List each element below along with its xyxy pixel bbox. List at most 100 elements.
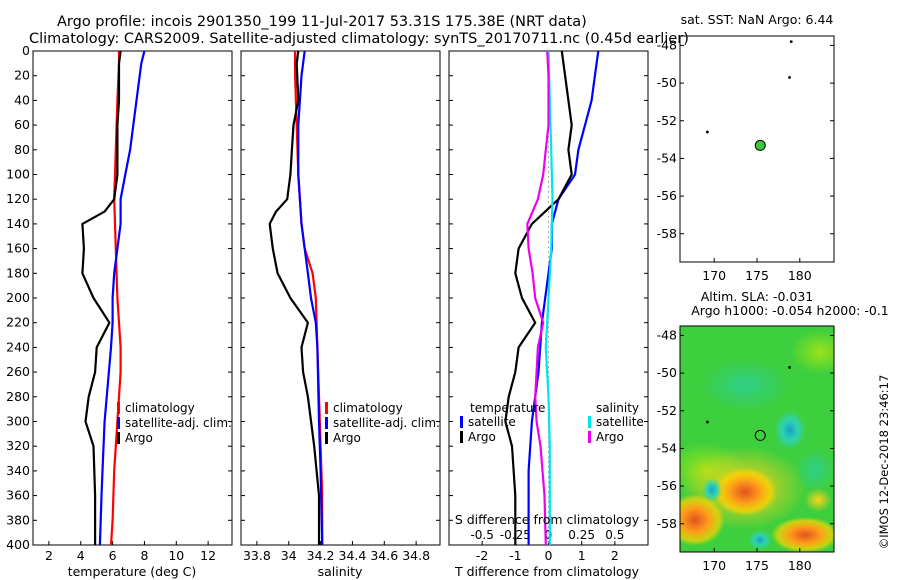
difference-legend-title-salinity: salinity: [596, 401, 639, 415]
temperature-xlabel: temperature (deg C): [68, 564, 197, 579]
salinity-legend-entry: Argo: [333, 431, 361, 445]
difference-secondary-xtick-label: 0: [545, 528, 553, 542]
salinity-legend-entry: climatology: [333, 401, 403, 415]
difference-xtick-label: -1: [509, 548, 521, 563]
difference-temperature-legend-entry: satellite: [468, 415, 516, 429]
difference-xtick-label: -2: [476, 548, 488, 563]
salinity-xtick-label: 34.2: [307, 548, 335, 563]
temperature-legend-entry: climatology: [125, 401, 195, 415]
difference-secondary-xlabel: S difference from climatology: [455, 512, 640, 527]
depth-tick-label: 180: [6, 265, 30, 280]
sat_sst-float-dot: [788, 76, 791, 79]
temperature-legend-mark: [117, 432, 120, 444]
salinity-xtick-label: 34.4: [339, 548, 367, 563]
salinity-xtick-label: 33.8: [243, 548, 271, 563]
temperature-satellite-adj-clim--line: [98, 50, 146, 546]
depth-tick-label: 20: [14, 68, 30, 83]
sst-map-title: sat. SST: NaN Argo: 6.44: [681, 12, 834, 27]
temperature-argo-line: [81, 50, 122, 545]
altim-ytick-label: -56: [657, 478, 677, 493]
depth-tick-label: 100: [6, 167, 30, 182]
temperature-legend-entry: Argo: [125, 431, 153, 445]
depth-tick-label: 280: [6, 389, 30, 404]
sat_sst-xtick-label: 180: [788, 268, 812, 283]
difference-xlabel: T difference from climatology: [454, 564, 640, 579]
sat_sst-float-dot: [705, 130, 709, 134]
altim-ytick-label: -52: [657, 403, 677, 418]
difference-s-argo-line: [526, 50, 550, 546]
title-line-2: Climatology: CARS2009. Satellite-adjuste…: [29, 31, 689, 47]
depth-tick-label: 60: [14, 117, 30, 132]
depth-tick-label: 260: [6, 364, 30, 379]
salinity-argo-line: [268, 50, 321, 545]
sat_sst-ytick-label: -48: [657, 37, 677, 52]
difference-salinity-legend-entry: satellite: [596, 415, 644, 429]
sat_sst-ytick-label: -54: [657, 150, 677, 165]
difference-secondary-xtick-label: 0.5: [605, 528, 624, 542]
altim-float-dot: [705, 420, 709, 424]
depth-tick-label: 360: [6, 488, 30, 503]
depth-tick-label: 160: [6, 241, 30, 256]
imos-watermark: ©IMOS 12-Dec-2018 23:46:17: [877, 375, 891, 550]
altim-argo-marker: [754, 429, 766, 441]
temperature-xtick-label: 4: [77, 548, 85, 563]
depth-tick-label: 0: [22, 43, 30, 58]
salinity-legend-mark: [325, 402, 328, 414]
sat_sst-argo-marker: [754, 139, 766, 151]
altim-ytick-label: -48: [657, 327, 677, 342]
salinity-xtick-label: 34.8: [402, 548, 430, 563]
difference-temperature-legend-mark: [460, 416, 463, 428]
sat_sst-float-dot: [789, 40, 793, 44]
difference-t-argo-line: [504, 50, 573, 545]
temperature-legend-mark: [117, 402, 120, 414]
sat_sst-ytick-label: -58: [657, 226, 677, 241]
altim-ytick-label: -58: [657, 516, 677, 531]
depth-tick-label: 120: [6, 191, 30, 206]
salinity-satellite-adj-clim--line: [297, 50, 324, 546]
temperature-xtick-label: 6: [109, 548, 117, 563]
sat_sst-ytick-label: -52: [657, 113, 677, 128]
difference-xtick-label: 2: [611, 548, 619, 563]
salinity-xlabel: salinity: [318, 564, 363, 579]
altim-ytick-label: -54: [657, 440, 677, 455]
sat_sst-ytick-label: -56: [657, 188, 677, 203]
temperature-legend-entry: satellite-adj. clim.: [125, 416, 232, 430]
difference-xtick-label: 1: [578, 548, 586, 563]
difference-temperature-legend-entry: Argo: [468, 430, 496, 444]
depth-tick-label: 220: [6, 315, 30, 330]
difference-salinity-legend-mark: [588, 416, 591, 428]
temperature-xtick-label: 10: [168, 548, 184, 563]
altim-float-dot: [788, 366, 791, 369]
altim-xtick-label: 175: [745, 558, 769, 573]
difference-salinity-legend-entry: Argo: [596, 430, 624, 444]
sat_sst-xtick-label: 170: [702, 268, 726, 283]
altimetry-title-2: Argo h1000: -0.054 h2000: -0.1: [691, 303, 889, 318]
depth-tick-label: 40: [14, 92, 30, 107]
depth-tick-label: 140: [6, 216, 30, 231]
depth-tick-label: 240: [6, 339, 30, 354]
depth-tick-label: 340: [6, 463, 30, 478]
altim-ytick-label: -50: [657, 365, 677, 380]
temperature-legend-mark: [117, 417, 120, 429]
altimetry-title-1: Altim. SLA: -0.031: [701, 289, 814, 304]
difference-salinity-legend-mark: [588, 431, 591, 443]
temperature-xtick-label: 8: [140, 548, 148, 563]
salinity-xtick-label: 34.6: [370, 548, 398, 563]
temperature-climatology-line: [109, 51, 122, 546]
salinity-legend-mark: [325, 432, 328, 444]
difference-t-satellite-line: [527, 50, 600, 545]
sat_sst-ytick-label: -50: [657, 75, 677, 90]
title-line-1: Argo profile: incois 2901350_199 11-Jul-…: [57, 14, 587, 30]
depth-tick-label: 80: [14, 142, 30, 157]
salinity-xtick-label: 34: [281, 548, 297, 563]
difference-secondary-xtick-label: 0.25: [568, 528, 595, 542]
depth-tick-label: 380: [6, 512, 30, 527]
depth-tick-label: 300: [6, 414, 30, 429]
sat_sst-xtick-label: 175: [745, 268, 769, 283]
difference-secondary-xtick-label: -0.5: [470, 528, 493, 542]
depth-tick-label: 400: [6, 537, 30, 552]
temperature-xtick-label: 12: [200, 548, 216, 563]
temperature-xtick-label: 2: [45, 548, 53, 563]
difference-xtick-label: 0: [545, 548, 553, 563]
